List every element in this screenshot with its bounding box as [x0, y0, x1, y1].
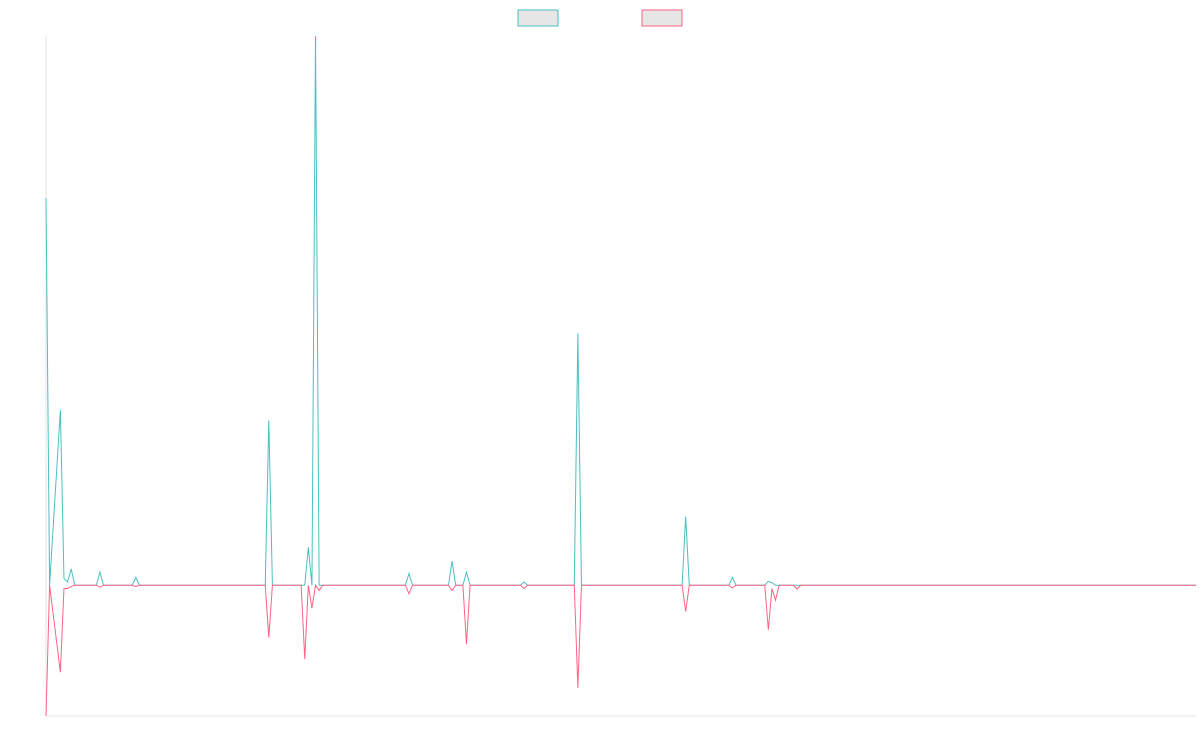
- legend-swatch-1[interactable]: [641, 9, 683, 27]
- legend-swatch-0[interactable]: [517, 9, 559, 27]
- series-line-1: [45, 583, 1196, 717]
- legend: [517, 9, 683, 27]
- series-layer: [45, 35, 1196, 717]
- series-line-0: [45, 35, 1196, 586]
